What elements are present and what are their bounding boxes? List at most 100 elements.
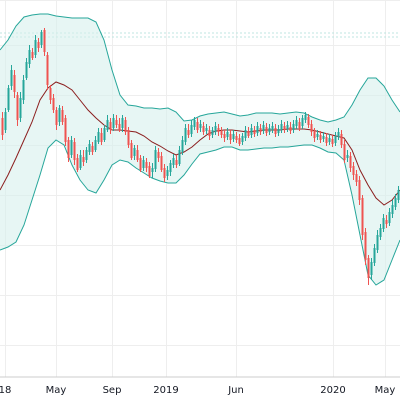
x-axis: 18 May Sep 2019 Jun 2020 May — [0, 376, 400, 396]
candle-body — [397, 190, 400, 200]
candle-up — [94, 136, 97, 152]
candle-body — [61, 110, 64, 122]
candle-up — [301, 115, 304, 129]
candle-body — [55, 110, 58, 125]
candle-body — [52, 98, 55, 110]
candle-up — [373, 244, 376, 266]
candle-up — [241, 133, 244, 145]
candle-body — [112, 118, 115, 128]
candle-up — [250, 124, 253, 138]
candle-body — [205, 128, 208, 131]
candle-body — [349, 156, 352, 168]
candle-down — [130, 140, 133, 160]
candle-body — [157, 152, 160, 158]
candle-up — [280, 120, 283, 133]
candle-up — [226, 128, 229, 140]
candle-body — [337, 132, 340, 137]
candle-body — [238, 138, 241, 144]
candle-up — [121, 115, 124, 132]
candle-body — [256, 126, 259, 133]
candle-down — [340, 130, 343, 148]
candle-body — [40, 32, 43, 45]
candle-body — [316, 134, 319, 137]
candle-down — [247, 127, 250, 138]
candle-body — [199, 124, 202, 128]
candle-body — [166, 170, 169, 176]
candle-body — [121, 118, 124, 128]
candle-up — [34, 35, 37, 58]
candle-body — [232, 134, 235, 139]
candle-body — [247, 131, 250, 136]
candle-body — [385, 220, 388, 224]
candle-up — [79, 150, 82, 170]
candle-down — [13, 70, 16, 98]
candle-body — [82, 157, 85, 162]
candle-down — [109, 118, 112, 134]
candle-body — [13, 75, 16, 92]
candle-down — [91, 142, 94, 155]
candle-down — [259, 124, 262, 135]
candle-body — [97, 132, 100, 142]
candle-up — [214, 122, 217, 135]
candle-body — [190, 125, 193, 134]
candle-body — [211, 130, 214, 135]
candle-up — [394, 194, 397, 210]
candle-body — [136, 150, 139, 160]
candle-down — [64, 115, 67, 146]
candle-body — [379, 228, 382, 237]
candle-up — [205, 124, 208, 134]
candle-body — [328, 138, 331, 142]
x-tick-label: Sep — [103, 385, 122, 396]
candle-body — [208, 130, 211, 136]
candle-body — [334, 136, 337, 143]
candle-body — [310, 124, 313, 132]
candle-body — [169, 163, 172, 172]
candle-down — [82, 150, 85, 166]
bollinger-lower-line — [0, 139, 400, 286]
candle-up — [22, 75, 25, 104]
candle-up — [19, 92, 22, 122]
candle-body — [352, 166, 355, 175]
candle-body — [331, 139, 334, 144]
candle-down — [238, 134, 241, 146]
candle-body — [226, 132, 229, 137]
candle-down — [325, 133, 328, 146]
candle-down — [208, 126, 211, 140]
candle-body — [196, 122, 199, 130]
candle-up — [40, 30, 43, 48]
candle-body — [154, 150, 157, 169]
candle-body — [343, 144, 346, 160]
candle-body — [106, 120, 109, 130]
candle-down — [253, 126, 256, 137]
candle-up — [154, 146, 157, 172]
candle-up — [88, 140, 91, 155]
candle-body — [181, 140, 184, 152]
candle-down — [298, 118, 301, 131]
candle-up — [388, 208, 391, 226]
candle-up — [7, 85, 10, 112]
candle-body — [103, 128, 106, 140]
candle-body — [322, 136, 325, 139]
candle-down — [319, 131, 322, 143]
candle-up — [193, 117, 196, 130]
candle-body — [1, 118, 4, 135]
candle-down — [343, 140, 346, 163]
candle-down — [307, 114, 310, 128]
candle-down — [145, 158, 148, 172]
candle-down — [37, 38, 40, 52]
bollinger-band-fill — [0, 14, 400, 285]
candle-down — [49, 85, 52, 104]
candle-body — [43, 30, 46, 52]
candle-body — [58, 108, 61, 122]
candle-up — [181, 136, 184, 155]
candle-up — [328, 134, 331, 145]
candle-body — [76, 158, 79, 170]
candle-body — [25, 62, 28, 78]
candle-up — [58, 105, 61, 126]
candle-body — [88, 144, 91, 152]
candle-down — [265, 123, 268, 136]
candle-body — [202, 126, 205, 132]
candle-body — [79, 155, 82, 168]
candle-up — [199, 120, 202, 132]
